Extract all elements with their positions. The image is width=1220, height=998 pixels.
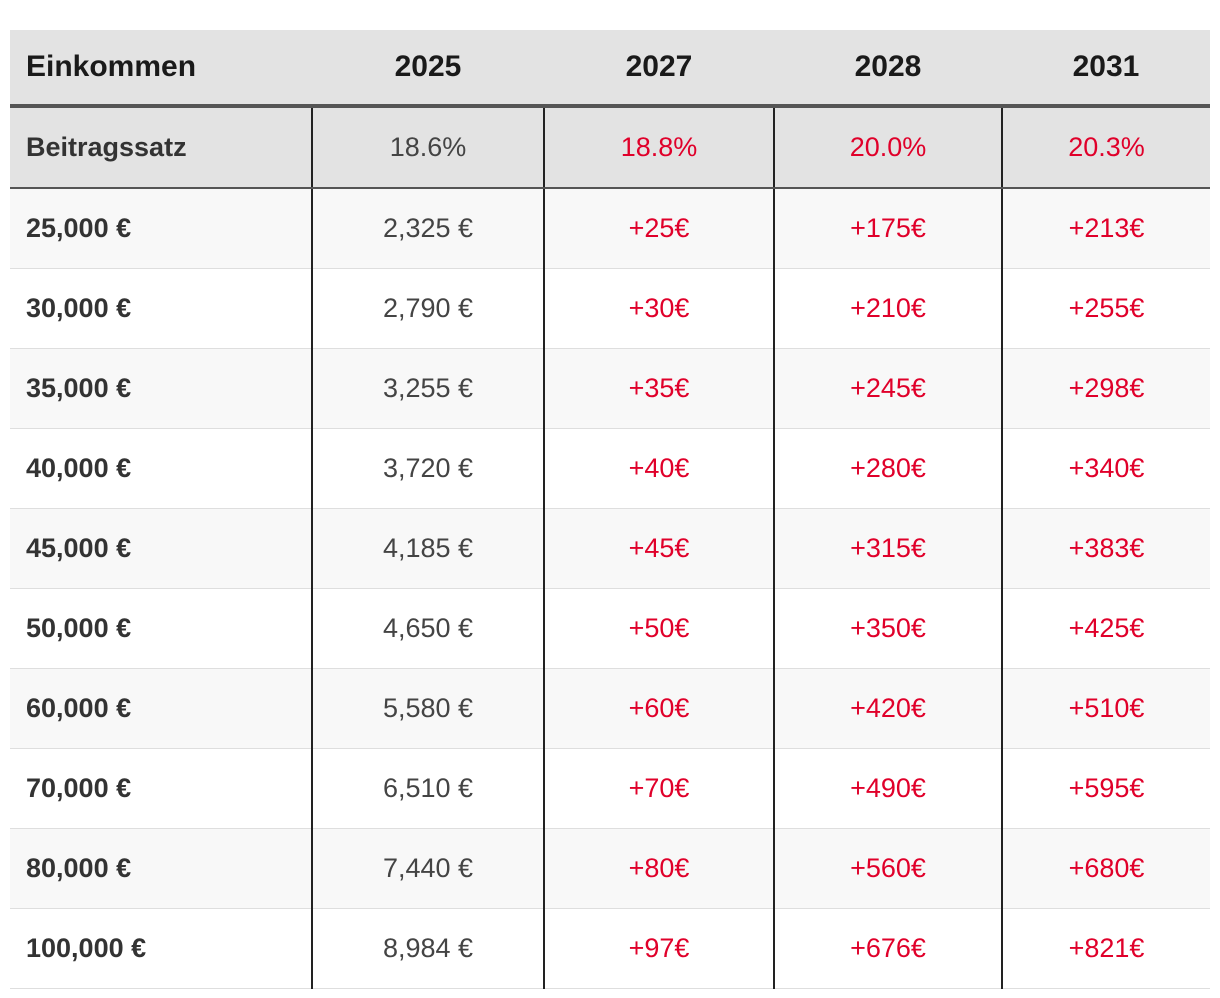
income-cell: 30,000 € xyxy=(10,268,313,349)
increase-2028-cell: +210€ xyxy=(773,268,1002,349)
income-cell: 70,000 € xyxy=(10,748,313,829)
increase-2031-cell: +213€ xyxy=(1001,188,1210,269)
increase-2028-cell: +676€ xyxy=(773,908,1002,989)
table-row: 30,000 €2,790 € +30€ +210€ +255€ xyxy=(10,268,1210,349)
increase-2027-cell: +35€ xyxy=(543,348,774,429)
header-2031: 2031 xyxy=(1002,30,1210,108)
increase-2031-cell: +680€ xyxy=(1001,828,1210,909)
base-2025-cell: 4,650 € xyxy=(311,588,544,669)
increase-2028-cell: +420€ xyxy=(773,668,1002,749)
base-2025-cell: 8,984 € xyxy=(311,908,544,989)
table-row: 35,000 €3,255 € +35€ +245€ +298€ xyxy=(10,348,1210,429)
increase-2027-cell: +50€ xyxy=(543,588,774,669)
increase-2027-cell: +97€ xyxy=(543,908,774,989)
table-row: 45,000 €4,185 € +45€ +315€ +383€ xyxy=(10,508,1210,589)
base-2025-cell: 7,440 € xyxy=(311,828,544,909)
increase-2027-cell: +60€ xyxy=(543,668,774,749)
increase-2031-cell: +595€ xyxy=(1001,748,1210,829)
increase-2031-cell: +821€ xyxy=(1001,908,1210,989)
increase-2028-cell: +175€ xyxy=(773,188,1002,269)
income-cell: 60,000 € xyxy=(10,668,313,749)
base-2025-cell: 3,255 € xyxy=(311,348,544,429)
income-cell: 45,000 € xyxy=(10,508,313,589)
increase-2027-cell: +80€ xyxy=(543,828,774,909)
increase-2028-cell: +280€ xyxy=(773,428,1002,509)
income-cell: 80,000 € xyxy=(10,828,313,909)
base-2025-cell: 3,720 € xyxy=(311,428,544,509)
header-row: Einkommen 2025 2027 2028 2031 xyxy=(10,30,1210,108)
increase-2027-cell: +25€ xyxy=(543,188,774,269)
income-cell: 100,000 € xyxy=(10,908,313,989)
base-2025-cell: 2,325 € xyxy=(311,188,544,269)
increase-2031-cell: +298€ xyxy=(1001,348,1210,429)
rate-2027: 18.8% xyxy=(543,106,774,189)
increase-2028-cell: +315€ xyxy=(773,508,1002,589)
header-2027: 2027 xyxy=(544,30,774,108)
rate-2028: 20.0% xyxy=(773,106,1002,189)
increase-2031-cell: +383€ xyxy=(1001,508,1210,589)
increase-2028-cell: +350€ xyxy=(773,588,1002,669)
rate-label: Beitragssatz xyxy=(10,106,313,189)
contribution-table-container: Einkommen 2025 2027 2028 2031 Beitragssa… xyxy=(10,30,1210,990)
base-2025-cell: 6,510 € xyxy=(311,748,544,829)
header-einkommen: Einkommen xyxy=(10,30,312,108)
table-row: 60,000 €5,580 € +60€ +420€ +510€ xyxy=(10,668,1210,749)
table-row: 80,000 €7,440 € +80€ +560€ +680€ xyxy=(10,828,1210,909)
income-cell: 25,000 € xyxy=(10,188,313,269)
income-cell: 40,000 € xyxy=(10,428,313,509)
table-row: 40,000 €3,720 € +40€ +280€ +340€ xyxy=(10,428,1210,509)
increase-2027-cell: +70€ xyxy=(543,748,774,829)
rate-2031: 20.3% xyxy=(1001,106,1210,189)
contribution-table: Einkommen 2025 2027 2028 2031 Beitragssa… xyxy=(10,30,1210,989)
rate-row: Beitragssatz 18.6% 18.8% 20.0% 20.3% xyxy=(10,106,1210,189)
table-row: 50,000 €4,650 € +50€ +350€ +425€ xyxy=(10,588,1210,669)
increase-2031-cell: +425€ xyxy=(1001,588,1210,669)
table-row: 25,000 €2,325 € +25€ +175€ +213€ xyxy=(10,188,1210,269)
table-row: 100,000 €8,984 € +97€ +676€ +821€ xyxy=(10,908,1210,989)
increase-2027-cell: +40€ xyxy=(543,428,774,509)
income-cell: 50,000 € xyxy=(10,588,313,669)
rate-2025: 18.6% xyxy=(311,106,544,189)
header-2028: 2028 xyxy=(774,30,1002,108)
income-cell: 35,000 € xyxy=(10,348,313,429)
increase-2027-cell: +30€ xyxy=(543,268,774,349)
increase-2027-cell: +45€ xyxy=(543,508,774,589)
base-2025-cell: 4,185 € xyxy=(311,508,544,589)
increase-2028-cell: +560€ xyxy=(773,828,1002,909)
header-2025: 2025 xyxy=(312,30,544,108)
base-2025-cell: 2,790 € xyxy=(311,268,544,349)
base-2025-cell: 5,580 € xyxy=(311,668,544,749)
table-row: 70,000 €6,510 € +70€ +490€ +595€ xyxy=(10,748,1210,829)
increase-2028-cell: +490€ xyxy=(773,748,1002,829)
increase-2031-cell: +510€ xyxy=(1001,668,1210,749)
increase-2031-cell: +255€ xyxy=(1001,268,1210,349)
increase-2031-cell: +340€ xyxy=(1001,428,1210,509)
increase-2028-cell: +245€ xyxy=(773,348,1002,429)
